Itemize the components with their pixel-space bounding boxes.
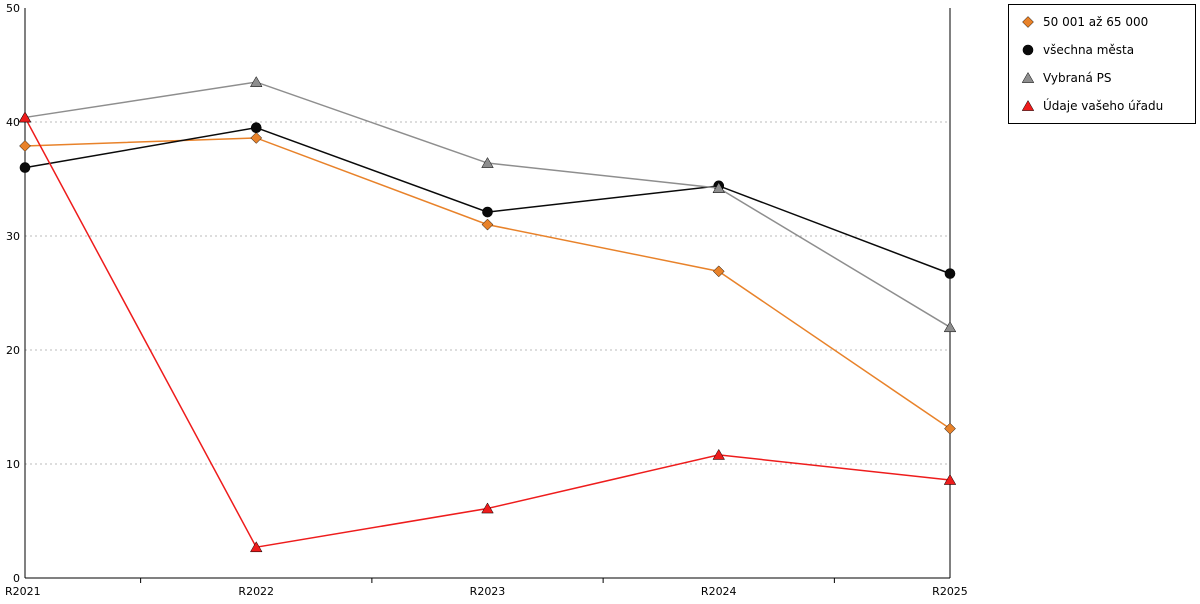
data-point-marker [712,265,725,278]
triangle-legend-glyph [1021,99,1035,111]
y-tick-label: 50 [6,2,20,15]
data-point-marker [482,206,493,218]
x-tick-label: R2024 [701,585,737,598]
y-tick-label: 30 [6,230,20,243]
data-point-marker [1022,16,1034,28]
y-tick-label: 20 [6,344,20,357]
series-line [24,81,951,328]
x-tick-label: R2022 [238,585,274,598]
legend-label: Vybraná PS [1043,71,1112,85]
legend-item: 50 001 až 65 000 [1021,15,1181,29]
data-point-marker [481,157,494,168]
data-point-marker [943,321,957,333]
circle-marker-icon [1021,43,1035,57]
triangle-marker-icon [1021,71,1035,85]
data-point-marker [944,422,956,435]
data-point-marker [250,76,263,87]
diamond-marker-icon [1021,15,1035,29]
series-line [24,126,951,275]
series-line [24,137,951,430]
x-tick-label: R2025 [932,585,968,598]
data-point-marker [712,448,725,460]
legend-item: Údaje vašeho úřadu [1021,99,1181,113]
circle-legend-glyph [1022,44,1034,56]
triangle-legend-glyph [1021,71,1035,83]
x-tick-label: R2023 [470,585,506,598]
data-point-marker [481,502,494,514]
data-point-marker [943,473,957,485]
data-point-marker [1022,44,1034,56]
legend-item: Vybraná PS [1021,71,1181,85]
data-point-marker [712,182,725,193]
data-point-marker [1021,71,1035,83]
y-tick-label: 40 [6,116,20,129]
y-tick-label: 10 [6,458,20,471]
legend: 50 001 až 65 000 všechna města Vybraná P… [1008,4,1196,124]
x-tick-label: R2021 [5,585,41,598]
legend-label: 50 001 až 65 000 [1043,15,1149,29]
data-point-marker [481,218,494,231]
diamond-legend-glyph [1022,16,1034,28]
data-point-marker [1021,99,1035,111]
legend-label: všechna města [1043,43,1135,57]
series-line [24,117,951,549]
data-point-marker [250,122,262,133]
data-point-marker [18,111,32,123]
legend-label: Údaje vašeho úřadu [1043,99,1164,113]
y-tick-label: 0 [13,572,20,585]
data-point-marker [944,268,956,279]
data-point-marker [19,162,31,173]
triangle-marker-icon [1021,99,1035,113]
data-point-marker [250,132,263,144]
legend-item: všechna města [1021,43,1181,57]
data-point-marker [250,541,263,553]
data-point-marker [19,140,31,152]
